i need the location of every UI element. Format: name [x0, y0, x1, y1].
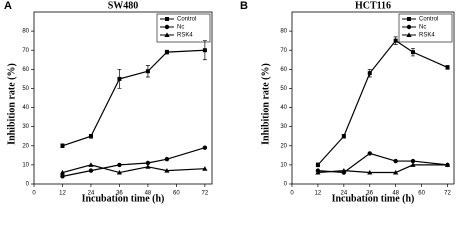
data-point: [445, 65, 450, 70]
data-point: [444, 162, 451, 167]
legend-marker: [407, 17, 411, 21]
data-point: [88, 168, 94, 173]
series-line: [62, 49, 205, 147]
x-tick-label: 36: [366, 191, 373, 197]
data-point: [145, 160, 151, 166]
y-tick-label: 20: [280, 143, 287, 149]
legend-label: RSK4: [177, 33, 193, 39]
series-line: [62, 164, 205, 174]
data-point: [145, 69, 150, 74]
y-axis-label: Inhibition rate (%): [260, 63, 271, 145]
data-point: [59, 169, 66, 175]
y-tick-label: 10: [280, 162, 287, 168]
data-point: [60, 143, 65, 148]
legend-marker: [406, 32, 412, 37]
y-tick-label: 50: [280, 86, 287, 92]
x-tick-label: 60: [418, 191, 425, 197]
legend-label: Control: [419, 17, 438, 23]
x-tick-label: 36: [116, 191, 123, 197]
y-tick-label: 50: [22, 86, 29, 92]
y-axis-label: Inhibition rate (%): [6, 63, 17, 145]
data-point: [116, 169, 123, 175]
data-point: [164, 156, 170, 162]
data-point: [367, 169, 373, 175]
y-tick-label: 20: [22, 143, 29, 149]
legend-marker: [406, 24, 412, 30]
y-tick-label: 40: [22, 105, 29, 111]
data-point: [202, 48, 207, 53]
data-point: [393, 158, 398, 164]
chart-title: SW480: [108, 0, 139, 11]
data-point: [60, 174, 65, 179]
data-point: [315, 162, 320, 167]
data-point: [117, 76, 122, 81]
x-tick-label: 48: [392, 191, 399, 197]
y-tick-label: 60: [22, 67, 29, 73]
data-point: [341, 134, 346, 139]
data-point: [88, 134, 93, 139]
chart-title: HCT116: [355, 0, 391, 11]
x-tick-label: 12: [315, 191, 322, 197]
figure: A SW480 Incubation time (h) Inhibition rate…: [4, 0, 455, 204]
data-point: [202, 166, 208, 171]
plot-frame: [33, 11, 213, 185]
y-tick-label: 30: [280, 124, 287, 130]
data-point: [164, 168, 170, 173]
y-tick-label: 0: [284, 182, 288, 188]
data-point: [410, 162, 416, 167]
y-tick-label: 40: [280, 105, 287, 111]
panel-label: B: [240, 0, 248, 12]
data-point: [393, 38, 398, 43]
x-tick-label: 48: [145, 191, 152, 197]
x-tick-label: 60: [173, 191, 180, 197]
legend-label: RSK4: [419, 33, 435, 39]
x-axis-label: Incubation time (h): [82, 193, 165, 204]
data-point: [341, 168, 347, 173]
data-point: [410, 158, 416, 164]
data-point: [202, 145, 208, 150]
data-point: [164, 50, 169, 55]
legend-label: Nc: [177, 25, 184, 31]
y-tick-label: 0: [26, 182, 30, 188]
data-point: [117, 162, 122, 168]
x-axis-label: Incubation time (h): [332, 193, 415, 204]
x-tick-label: 24: [340, 191, 347, 197]
x-tick-label: 72: [444, 191, 451, 197]
data-point: [410, 50, 415, 55]
legend-marker: [164, 24, 170, 30]
legend-marker: [164, 32, 170, 37]
x-tick-label: 24: [88, 191, 95, 197]
data-point: [145, 164, 151, 169]
x-tick-label: 0: [290, 191, 294, 197]
series-line: [62, 147, 206, 177]
legend-marker: [165, 17, 169, 21]
x-tick-label: 0: [32, 191, 36, 197]
data-point: [88, 162, 94, 167]
data-point: [315, 169, 321, 175]
legend-label: Nc: [419, 25, 426, 31]
y-tick-label: 10: [22, 162, 29, 168]
legend-label: Control: [177, 17, 196, 23]
panel-label: A: [4, 0, 12, 12]
data-point: [367, 71, 372, 76]
x-tick-label: 12: [59, 191, 66, 197]
y-tick-label: 30: [22, 124, 29, 130]
y-tick-label: 80: [280, 29, 287, 35]
data-point: [367, 151, 372, 156]
plot-frame: [291, 11, 455, 185]
x-tick-label: 72: [202, 191, 209, 197]
y-tick-label: 80: [22, 29, 29, 35]
series-line: [317, 164, 448, 174]
series-line: [317, 39, 448, 166]
y-tick-label: 60: [280, 67, 287, 73]
data-point: [393, 169, 399, 175]
y-tick-label: 70: [280, 48, 287, 54]
y-tick-label: 70: [22, 48, 29, 54]
series-line: [317, 152, 448, 174]
